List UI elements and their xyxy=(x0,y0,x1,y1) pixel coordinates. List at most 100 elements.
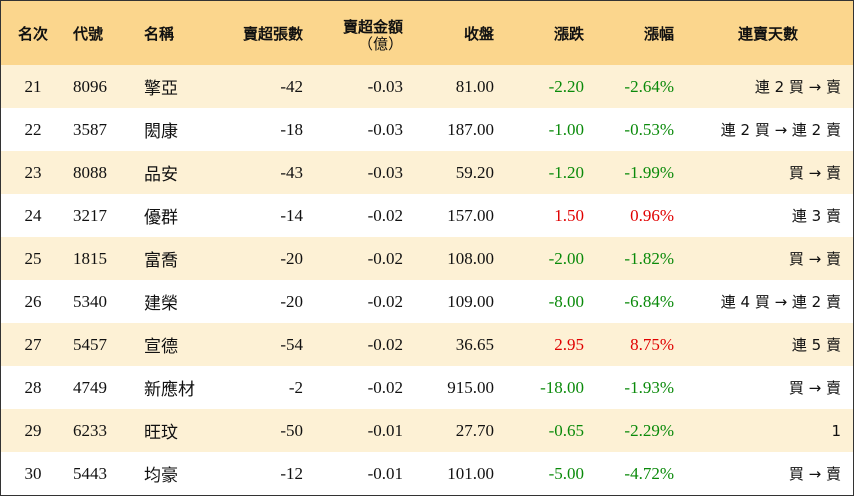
header-label: 名次 xyxy=(17,24,48,43)
table-cell: 6233 xyxy=(73,420,107,440)
table-cell: 27 xyxy=(24,334,42,354)
table-cell: -2.00 xyxy=(548,248,584,268)
table-cell: 3587 xyxy=(73,119,107,139)
table-cell: 品安 xyxy=(144,165,178,184)
table-cell: -2.29% xyxy=(624,420,674,440)
table-cell: 買 → 賣 xyxy=(788,379,841,397)
header-cell: 漲跌 xyxy=(501,1,584,65)
table-cell: -0.65 xyxy=(548,420,584,440)
table-cell: -0.02 xyxy=(367,248,403,268)
table-cell: 旺玟 xyxy=(144,423,178,442)
table-cell: 1.50 xyxy=(554,205,584,225)
table-cell: 27.70 xyxy=(455,420,494,440)
table-cell: -0.02 xyxy=(367,377,403,397)
header-cell: 名次 xyxy=(1,1,65,65)
header-label: 連賣天數 xyxy=(737,24,798,43)
table-cell: 28 xyxy=(24,377,42,397)
table-cell: 915.00 xyxy=(447,377,494,397)
table-cell: -2.20 xyxy=(548,76,584,96)
table-cell: 4749 xyxy=(73,377,107,397)
table-cell: 23 xyxy=(24,162,42,182)
header-sublabel: （億） xyxy=(357,34,403,53)
table-cell: 連 5 賣 xyxy=(791,336,841,354)
table-cell: 187.00 xyxy=(447,119,494,139)
table-cell: -0.03 xyxy=(367,119,403,139)
header-cell: 名稱 xyxy=(144,1,224,65)
header-label: 漲跌 xyxy=(553,24,584,43)
table-cell: 21 xyxy=(24,76,42,96)
data-row: 25 1815 富喬 -20 -0.02 108.00 -2.00 -1.82% 買 → 賣 xyxy=(1,237,853,280)
table-cell: 買 → 賣 xyxy=(788,250,841,268)
header-label: 漲幅 xyxy=(643,24,674,43)
table-cell: -0.01 xyxy=(367,420,403,440)
table-cell: -1.99% xyxy=(624,162,674,182)
table-cell: -0.03 xyxy=(367,162,403,182)
table-cell: 新應材 xyxy=(144,380,195,399)
data-row: 22 3587 閎康 -18 -0.03 187.00 -1.00 -0.53% 連 2 買 →… xyxy=(1,108,853,151)
table-cell: -0.02 xyxy=(367,291,403,311)
table-cell: 優群 xyxy=(144,208,178,227)
table-cell: -42 xyxy=(280,76,303,96)
table-cell: 連 4 買 → 連 2 賣 xyxy=(720,293,841,311)
table-cell: 擎亞 xyxy=(144,79,178,98)
table-cell: -0.01 xyxy=(367,463,403,483)
table-cell: 81.00 xyxy=(455,76,494,96)
table-cell: 5457 xyxy=(73,334,107,354)
header-cell: 漲幅 xyxy=(591,1,674,65)
table-cell: 24 xyxy=(24,205,42,225)
header-label: 賣超金額 xyxy=(342,17,403,36)
table-cell: 108.00 xyxy=(447,248,494,268)
table-cell: -20 xyxy=(280,291,303,311)
header-label: 代號 xyxy=(73,24,104,43)
table-cell: 101.00 xyxy=(447,463,494,483)
table-cell: 富喬 xyxy=(144,251,178,270)
table-cell: 29 xyxy=(24,420,42,440)
table-cell: 宣德 xyxy=(144,337,178,356)
table-cell: 30 xyxy=(24,463,42,483)
table-cell: 1815 xyxy=(73,248,107,268)
table-cell: 8088 xyxy=(73,162,107,182)
table-cell: 買 → 賣 xyxy=(788,164,841,182)
table-cell: -1.20 xyxy=(548,162,584,182)
data-row: 23 8088 品安 -43 -0.03 59.20 -1.20 -1.99% 買 → 賣 xyxy=(1,151,853,194)
table-cell: 5443 xyxy=(73,463,107,483)
table-cell: -8.00 xyxy=(548,291,584,311)
header-label: 收盤 xyxy=(463,24,494,43)
table-cell: 3217 xyxy=(73,205,107,225)
table-cell: 26 xyxy=(24,291,42,311)
header-cell: 收盤 xyxy=(411,1,494,65)
data-row: 24 3217 優群 -14 -0.02 157.00 1.50 0.96% 連 3 賣 xyxy=(1,194,853,237)
data-row: 28 4749 新應材 -2 -0.02 915.00 -18.00 -1.93% 買 → 賣 xyxy=(1,366,853,409)
table-cell: 8096 xyxy=(73,76,107,96)
table-cell: -54 xyxy=(280,334,303,354)
table-cell: 1 xyxy=(831,421,841,440)
table-cell: -0.02 xyxy=(367,334,403,354)
table-cell: -20 xyxy=(280,248,303,268)
table-cell: -1.93% xyxy=(624,377,674,397)
table-cell: -18 xyxy=(280,119,303,139)
header-row: 名次 代號 名稱 賣超張數 賣超金額 （億） 收盤 漲跌 漲幅 連賣天數 xyxy=(1,1,853,65)
table-cell: 25 xyxy=(24,248,42,268)
table-cell: 連 2 買 → 連 2 賣 xyxy=(720,121,841,139)
table-cell: -5.00 xyxy=(548,463,584,483)
table-cell: 36.65 xyxy=(455,334,494,354)
table-cell: 連 3 賣 xyxy=(791,207,841,225)
data-row: 21 8096 擎亞 -42 -0.03 81.00 -2.20 -2.64% 連 2 買 → … xyxy=(1,65,853,108)
table-cell: -18.00 xyxy=(540,377,584,397)
table-cell: -14 xyxy=(280,205,303,225)
data-row: 27 5457 宣德 -54 -0.02 36.65 2.95 8.75% 連 5 賣 xyxy=(1,323,853,366)
table-cell: 109.00 xyxy=(447,291,494,311)
table-cell: 157.00 xyxy=(447,205,494,225)
table-cell: 59.20 xyxy=(455,162,494,182)
table-cell: -2.64% xyxy=(624,76,674,96)
table-cell: -2 xyxy=(288,377,303,397)
table-cell: -0.53% xyxy=(624,119,674,139)
table-cell: 建榮 xyxy=(144,294,178,313)
table-cell: 2.95 xyxy=(554,334,584,354)
table-cell: -0.02 xyxy=(367,205,403,225)
header-cell: 連賣天數 xyxy=(691,1,845,65)
table-cell: 均豪 xyxy=(144,466,178,485)
table-cell: -0.03 xyxy=(367,76,403,96)
data-row: 30 5443 均豪 -12 -0.01 101.00 -5.00 -4.72% 買 → 賣 xyxy=(1,452,853,495)
